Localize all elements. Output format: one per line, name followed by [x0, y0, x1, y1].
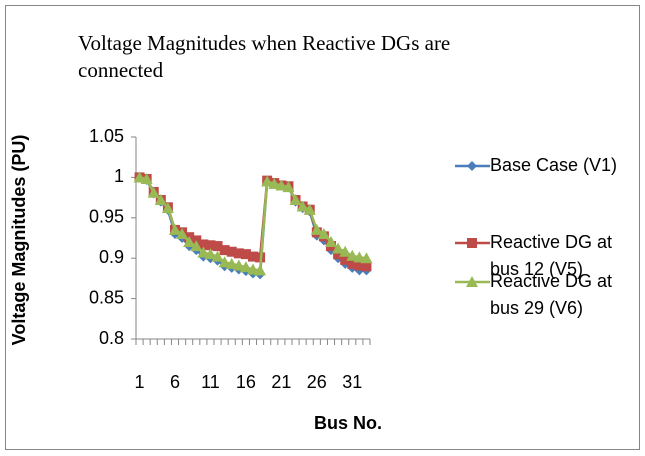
- data-point: [296, 200, 309, 212]
- data-point: [268, 177, 281, 189]
- legend-label: Reactive DG at bus 29 (V6): [490, 271, 613, 318]
- x-tick-label: 26: [307, 372, 327, 392]
- y-tick-label: 0.95: [89, 207, 124, 227]
- data-point: [303, 203, 316, 215]
- data-point: [254, 264, 267, 276]
- data-point: [198, 239, 209, 250]
- legend-label: Reactive DG at bus 12 (V5): [490, 232, 613, 279]
- data-point: [225, 257, 238, 269]
- data-point: [333, 249, 344, 260]
- data-point: [211, 250, 224, 262]
- y-tick-label: 0.8: [99, 328, 124, 348]
- data-point: [212, 241, 223, 252]
- data-point: [310, 223, 323, 235]
- legend-marker: [466, 276, 478, 287]
- x-tick-label: 21: [271, 372, 291, 392]
- data-point: [240, 249, 251, 260]
- data-point: [140, 173, 153, 185]
- y-axis-label: Voltage Magnitudes (PU): [9, 135, 29, 346]
- data-point: [183, 236, 196, 248]
- data-point: [332, 242, 345, 254]
- data-point: [354, 260, 365, 271]
- data-point: [218, 256, 231, 268]
- x-axis-label: Bus No.: [314, 413, 382, 433]
- data-point: [340, 254, 351, 265]
- legend-marker: [467, 161, 477, 171]
- y-tick-label: 0.9: [99, 247, 124, 267]
- x-tick-label: 1: [135, 372, 145, 392]
- data-point: [219, 245, 230, 256]
- data-point: [353, 251, 366, 263]
- data-point: [205, 240, 216, 251]
- data-point: [239, 261, 252, 273]
- y-tick-label: 0.85: [89, 287, 124, 307]
- data-point: [346, 249, 359, 261]
- data-point: [339, 245, 352, 257]
- data-point: [176, 227, 189, 239]
- legend-label: Base Case (V1): [490, 155, 618, 175]
- x-tick-label: 6: [170, 372, 180, 392]
- data-point: [169, 223, 181, 235]
- chart-border: [5, 5, 640, 450]
- data-point: [261, 175, 274, 187]
- y-tick-label: 1: [114, 166, 124, 186]
- data-point: [282, 181, 295, 193]
- data-point: [232, 259, 245, 271]
- data-point: [247, 263, 259, 275]
- data-point: [233, 248, 244, 259]
- data-point: [347, 258, 358, 269]
- data-point: [161, 202, 174, 214]
- legend-marker: [467, 238, 477, 248]
- data-point: [197, 246, 210, 258]
- y-tick-label: 1.05: [89, 126, 124, 146]
- data-point: [317, 227, 330, 239]
- data-point: [154, 194, 167, 206]
- data-point: [226, 246, 237, 257]
- data-point: [133, 171, 146, 183]
- data-point: [325, 236, 337, 248]
- data-point: [204, 248, 217, 260]
- chart-title: Voltage Magnitudes when Reactive DGs are…: [78, 31, 451, 82]
- x-tick-label: 11: [201, 372, 220, 392]
- data-point: [275, 179, 288, 191]
- data-point: [289, 194, 302, 206]
- data-point: [147, 186, 160, 198]
- x-tick-label: 16: [236, 372, 256, 392]
- data-point: [248, 251, 258, 262]
- data-point: [190, 240, 203, 252]
- data-point: [360, 252, 373, 264]
- data-point: [361, 261, 372, 272]
- x-tick-label: 31: [342, 372, 362, 392]
